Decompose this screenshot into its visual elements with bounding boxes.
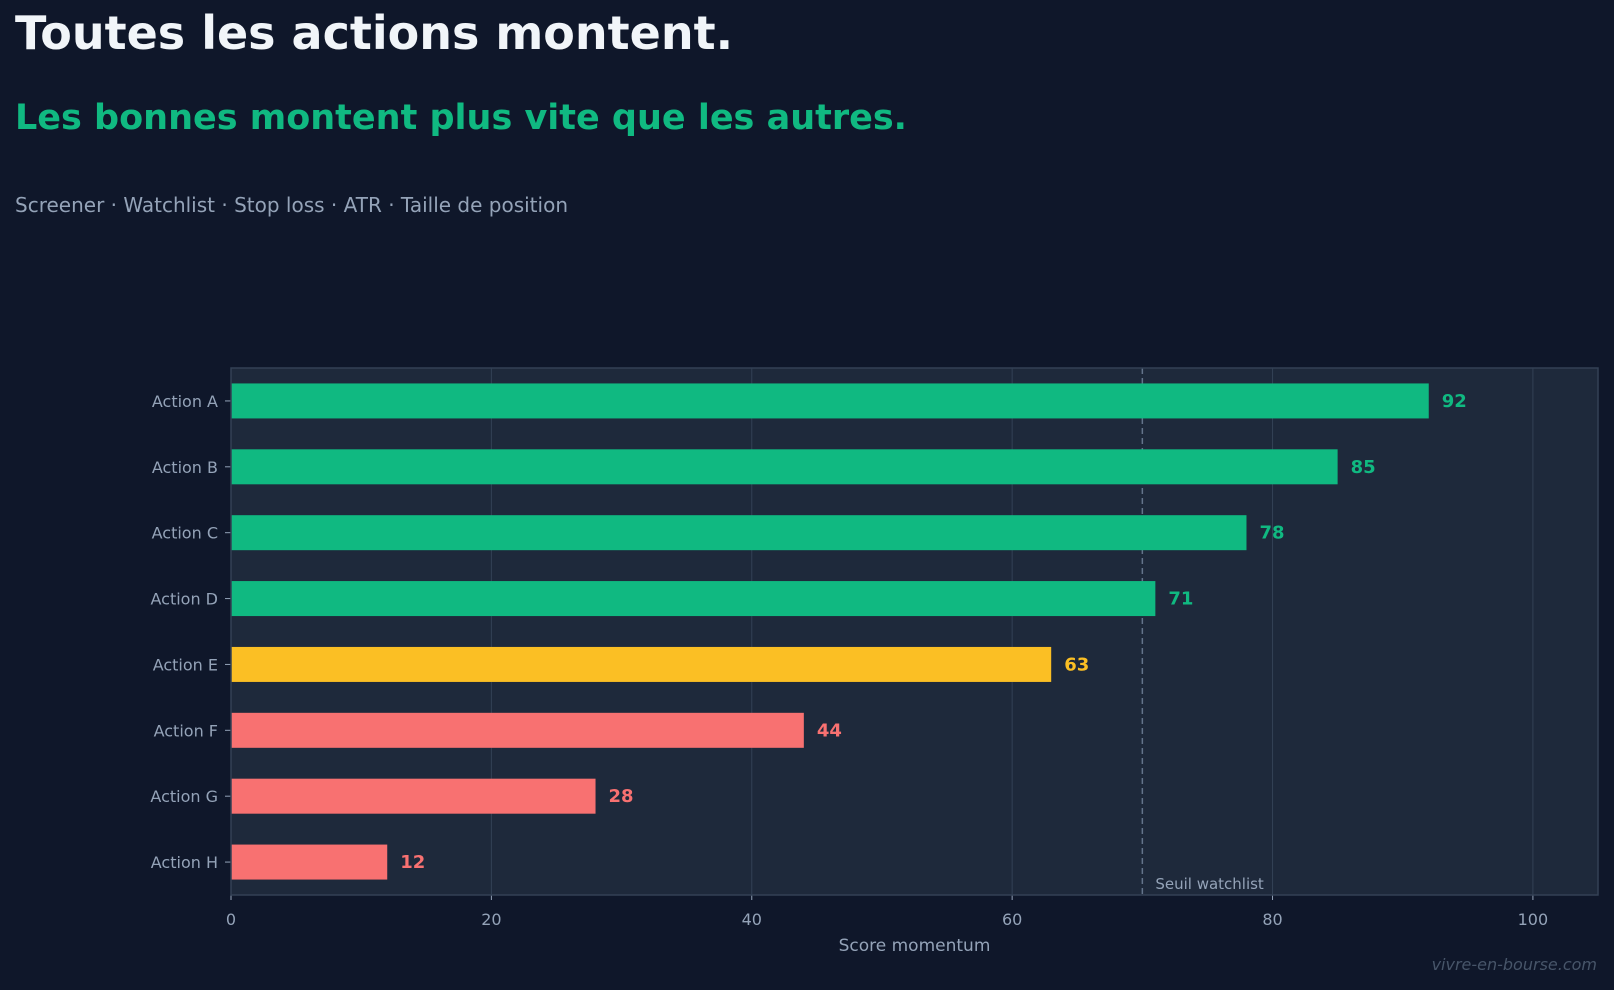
x-tick-label: 20 [481, 910, 501, 929]
x-tick-label: 100 [1518, 910, 1549, 929]
x-tick-label: 40 [742, 910, 762, 929]
bar [231, 778, 596, 814]
threshold-label: Seuil watchlist [1155, 875, 1264, 893]
bar-value-label: 85 [1351, 457, 1376, 478]
page-subtitle: Les bonnes montent plus vite que les aut… [15, 98, 907, 138]
bar [231, 515, 1247, 551]
bar [231, 712, 804, 748]
bar-value-label: 63 [1064, 654, 1089, 675]
bar [231, 581, 1156, 617]
plot-area [231, 368, 1598, 895]
x-axis-label: Score momentum [839, 936, 991, 956]
category-label: Action C [152, 524, 218, 543]
category-label: Action B [152, 458, 218, 477]
category-label: Action G [150, 787, 218, 806]
page-tagline: Screener · Watchlist · Stop loss · ATR ·… [15, 193, 568, 217]
bar [231, 844, 388, 880]
category-label: Action A [152, 392, 218, 411]
bar-value-label: 92 [1442, 391, 1467, 412]
x-tick-label: 60 [1002, 910, 1022, 929]
plot-frame [230, 367, 1599, 896]
category-label: Action D [150, 590, 218, 609]
page-title: Toutes les actions montent. [15, 6, 734, 60]
category-label: Action E [153, 655, 218, 674]
bar-value-label: 78 [1259, 523, 1284, 544]
bar [231, 383, 1429, 419]
bar [231, 449, 1338, 485]
category-label: Action H [151, 853, 218, 872]
category-label: Action F [154, 721, 218, 740]
bar-value-label: 71 [1168, 589, 1193, 610]
bar-value-label: 28 [609, 786, 634, 807]
bar-value-label: 12 [400, 852, 425, 873]
bar [231, 646, 1052, 682]
bar-value-label: 44 [817, 720, 842, 741]
x-tick-label: 0 [226, 910, 236, 929]
watermark: vivre-en-bourse.com [1431, 955, 1597, 974]
x-tick-label: 80 [1262, 910, 1282, 929]
